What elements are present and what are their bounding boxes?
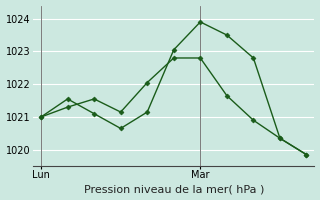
X-axis label: Pression niveau de la mer( hPa ): Pression niveau de la mer( hPa ) — [84, 184, 264, 194]
